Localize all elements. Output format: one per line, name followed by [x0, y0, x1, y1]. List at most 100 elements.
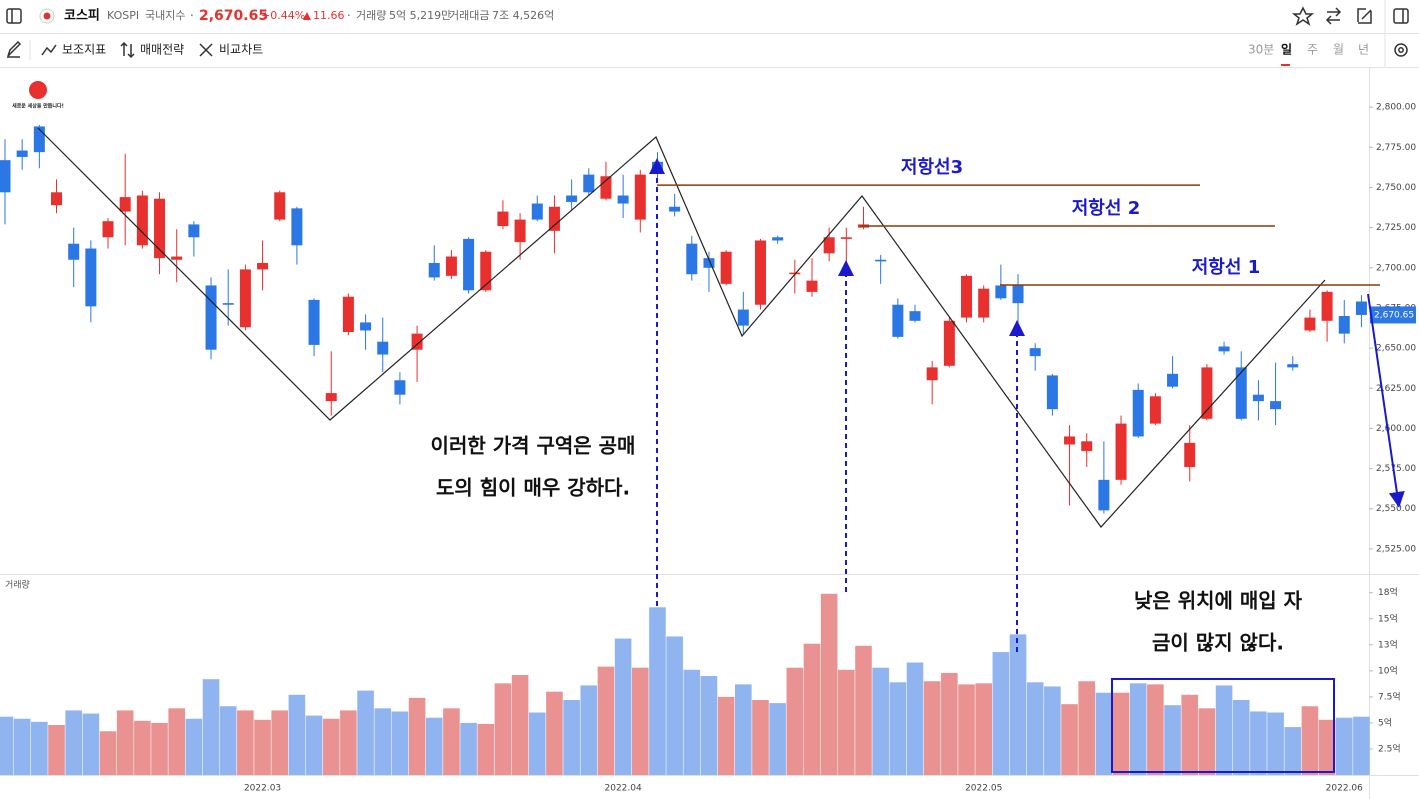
- star-icon[interactable]: [1291, 6, 1315, 26]
- y2-tick-label: 15억: [1378, 612, 1398, 624]
- y-tick-label: 2,775.00: [1376, 143, 1416, 153]
- volume-bar: [528, 712, 546, 775]
- volume-bar: [1335, 717, 1353, 775]
- candle-body: [222, 303, 234, 305]
- volume-bar: [820, 593, 838, 775]
- volume-bar: [99, 731, 117, 775]
- candle-body: [291, 208, 303, 246]
- candle-body: [85, 248, 97, 307]
- volume-bar: [477, 723, 495, 775]
- volume-bar: [838, 669, 855, 775]
- settings-icon[interactable]: [1394, 43, 1408, 57]
- candle-body: [360, 322, 372, 331]
- swap-icon[interactable]: [1325, 7, 1342, 25]
- candle-body: [154, 198, 166, 259]
- volume-bar: [631, 667, 649, 775]
- resistance-label: 저항선 2: [1072, 198, 1140, 219]
- amount-value: 7조 4,526억: [492, 9, 554, 22]
- candle-body: [531, 203, 543, 220]
- candle-body: [1167, 373, 1179, 387]
- candle-body: [840, 237, 852, 239]
- volume-bar: [1353, 716, 1370, 775]
- candle-body: [377, 341, 389, 355]
- volume-bar: [889, 682, 907, 775]
- volume-bar: [425, 717, 443, 775]
- volume-bar: [735, 684, 752, 775]
- candle-body: [1304, 317, 1316, 331]
- volume-bar: [1009, 634, 1027, 775]
- side-panel-icon[interactable]: [1393, 8, 1409, 24]
- candle-body: [480, 251, 492, 291]
- period-tab[interactable]: 주: [1307, 43, 1318, 57]
- candle-body: [136, 195, 148, 246]
- volume-bar: [923, 681, 941, 775]
- volume-bar: [443, 708, 460, 775]
- indicator-icon[interactable]: [41, 44, 57, 56]
- tool[interactable]: 매매전략: [140, 43, 184, 57]
- tool[interactable]: 보조지표: [62, 43, 106, 57]
- volume-bar: [1147, 684, 1164, 775]
- volume-bar: [906, 662, 924, 775]
- sep: ·: [190, 9, 194, 23]
- y-tick-label: 2,750.00: [1376, 183, 1416, 193]
- volume-bar: [683, 669, 701, 775]
- top-bar: 코스피 KOSPI 국내지수 · 2,670.65 +0.44% 11.66 ·…: [0, 0, 1419, 34]
- candle-body: [171, 256, 183, 260]
- volume-pane: 2.5억 5억 7.5억 10억 13억 15억 18억: [0, 586, 1401, 775]
- logo: 새로운 세상을 만듭니다!: [0, 70, 76, 125]
- compare-icon[interactable]: [199, 43, 213, 57]
- candle-body: [1218, 346, 1230, 352]
- candle-body: [548, 206, 560, 231]
- candle-body: [978, 288, 990, 318]
- candle-body: [943, 320, 955, 366]
- resistance-label: 저항선 1: [1192, 257, 1260, 278]
- trend-line: [37, 127, 1326, 528]
- candle-body: [1132, 389, 1144, 437]
- volume-bar: [305, 715, 323, 775]
- candle-body: [875, 259, 887, 262]
- toolbar: 보조지표 매매전략 비교차트 30분 일 주 월 년: [0, 33, 1419, 68]
- period-tab[interactable]: 일: [1281, 43, 1292, 57]
- volume-bar: [975, 683, 992, 775]
- volume-bar: [1215, 685, 1233, 775]
- volume-bar: [786, 667, 804, 775]
- change: 11.66: [313, 9, 345, 22]
- volume-bar: [254, 719, 271, 775]
- volume-bar: [168, 708, 185, 775]
- edit-icon[interactable]: [1357, 8, 1372, 24]
- price-pane: 2,525.00 2,550.00 2,575.00 2,600.00 2,625.00…: [0, 103, 1416, 794]
- volume-pane-label: 거래량: [5, 579, 30, 591]
- strategy-icon[interactable]: [120, 41, 135, 59]
- y2-tick-label: 7.5억: [1378, 690, 1401, 702]
- panel-icon[interactable]: [6, 8, 22, 24]
- y2-tick-label: 5억: [1378, 716, 1392, 728]
- volume-bar: [31, 721, 48, 775]
- candle-body: [600, 176, 612, 199]
- volume-bar: [82, 713, 100, 775]
- period-tab[interactable]: 30분: [1248, 43, 1274, 57]
- y-tick-label: 2,625.00: [1376, 384, 1416, 394]
- volume-bar: [614, 638, 632, 775]
- y-tick-label: 2,550.00: [1376, 504, 1416, 514]
- candle-body: [1098, 479, 1110, 511]
- candle-body: [926, 367, 938, 381]
- volume-bar: [1061, 704, 1078, 775]
- volume-bar: [666, 636, 683, 775]
- volume-bar: [0, 716, 14, 775]
- period-tab[interactable]: 년: [1358, 43, 1369, 57]
- draw-icon[interactable]: [7, 40, 22, 58]
- index-code: KOSPI: [107, 9, 139, 22]
- volume-bar: [992, 652, 1010, 775]
- x-tick-label: 2022.06: [1326, 784, 1363, 794]
- volume-bar: [941, 672, 958, 775]
- annotation: 도의 힘이 매우 강하다.: [436, 476, 630, 500]
- candle-body: [514, 219, 526, 243]
- candle-body: [1046, 375, 1058, 410]
- candle-body: [497, 211, 509, 227]
- candle-body: [1355, 301, 1367, 315]
- period-tab[interactable]: 월: [1333, 43, 1344, 57]
- volume-bar: [1078, 681, 1096, 775]
- arrows: [649, 158, 1405, 773]
- tool[interactable]: 비교차트: [219, 43, 263, 57]
- candle-body: [0, 160, 11, 193]
